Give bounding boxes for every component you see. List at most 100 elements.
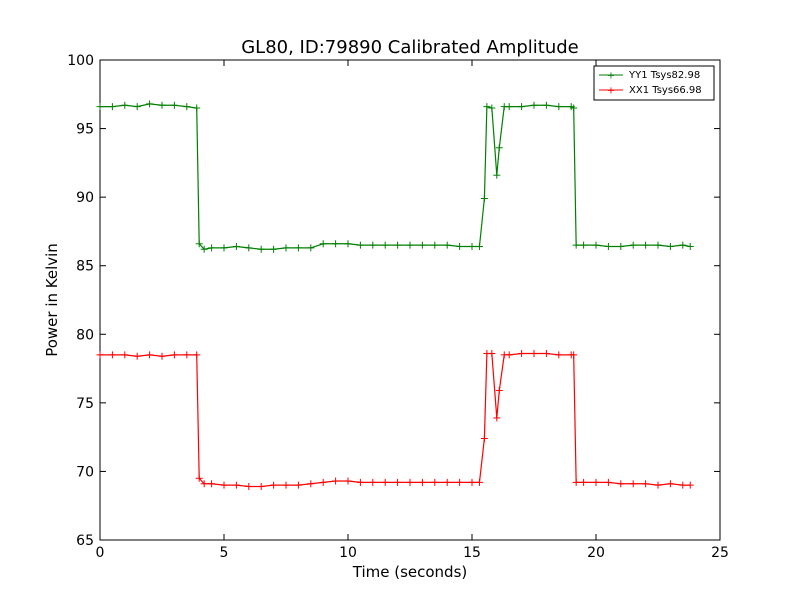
data-point — [332, 240, 340, 248]
data-point — [319, 478, 327, 486]
data-point — [488, 104, 496, 112]
data-point — [530, 349, 538, 357]
data-point — [220, 244, 228, 252]
x-tick-label: 20 — [587, 545, 605, 561]
data-point — [480, 435, 488, 443]
data-point — [108, 351, 116, 359]
data-point — [604, 478, 612, 486]
y-axis-label: Power in Kelvin — [43, 243, 61, 357]
data-point — [146, 100, 154, 108]
data-point — [495, 387, 503, 395]
data-point — [344, 477, 352, 485]
legend-label-yy1: YY1 Tsys82.98 — [628, 70, 700, 81]
data-point — [629, 480, 637, 488]
data-point — [96, 103, 104, 111]
data-point — [170, 351, 178, 359]
data-point — [344, 240, 352, 248]
data-point — [468, 243, 476, 251]
data-point — [381, 478, 389, 486]
data-point — [530, 101, 538, 109]
data-point — [356, 478, 364, 486]
data-point — [270, 245, 278, 253]
y-tick-label: 80 — [76, 327, 94, 343]
data-point — [257, 245, 265, 253]
data-point — [495, 144, 503, 152]
y-tick-label: 65 — [76, 533, 94, 549]
data-point — [200, 480, 208, 488]
series-line-1 — [100, 352, 691, 488]
legend-marker-xx1: + — [607, 86, 615, 97]
legend-marker-yy1: + — [607, 71, 615, 82]
data-point — [394, 478, 402, 486]
data-point — [108, 103, 116, 111]
data-point — [406, 241, 414, 249]
y-tick-label: 100 — [67, 53, 94, 69]
series-line-0 — [100, 103, 691, 250]
series-layer — [96, 100, 694, 491]
chart-title: GL80, ID:79890 Calibrated Amplitude — [241, 37, 579, 58]
x-tick-label: 10 — [339, 545, 357, 561]
data-point — [133, 352, 141, 360]
data-point — [170, 101, 178, 109]
data-point — [617, 480, 625, 488]
data-point — [488, 349, 496, 357]
data-point — [475, 243, 483, 251]
data-point — [195, 474, 203, 482]
data-point — [679, 241, 687, 249]
data-point — [475, 478, 483, 486]
data-point — [96, 351, 104, 359]
data-point — [483, 103, 491, 111]
data-point — [406, 478, 414, 486]
data-point — [570, 104, 578, 112]
data-point — [245, 244, 253, 252]
data-point — [480, 195, 488, 203]
data-point — [381, 241, 389, 249]
ticks-layer: 0 5 10 15 20 25 65 70 75 80 85 90 95 100 — [67, 53, 729, 561]
data-point — [493, 414, 501, 422]
data-point — [642, 241, 650, 249]
legend-label-xx1: XX1 Tsys66.98 — [629, 85, 702, 96]
x-tick-label: 25 — [711, 545, 729, 561]
plot-frame — [99, 59, 721, 541]
data-point — [580, 478, 588, 486]
data-point — [307, 480, 315, 488]
data-point — [294, 481, 302, 489]
data-point — [282, 244, 290, 252]
data-point — [369, 241, 377, 249]
data-point — [158, 101, 166, 109]
data-point — [133, 103, 141, 111]
data-point — [555, 103, 563, 111]
data-point — [232, 481, 240, 489]
data-point — [319, 240, 327, 248]
data-point — [369, 478, 377, 486]
data-point — [195, 240, 203, 248]
data-point — [220, 481, 228, 489]
data-point — [505, 103, 513, 111]
data-point — [505, 351, 513, 359]
data-point — [629, 241, 637, 249]
data-point — [679, 481, 687, 489]
x-tick-label: 0 — [96, 545, 105, 561]
data-point — [686, 481, 694, 489]
x-tick-label: 15 — [463, 545, 481, 561]
data-point — [666, 480, 674, 488]
data-point — [572, 241, 580, 249]
data-point — [518, 103, 526, 111]
data-point — [121, 351, 129, 359]
data-point — [282, 481, 290, 489]
legend: + YY1 Tsys82.98 + XX1 Tsys66.98 — [593, 65, 715, 101]
data-point — [245, 483, 253, 491]
data-point — [431, 478, 439, 486]
data-point — [183, 351, 191, 359]
data-point — [642, 480, 650, 488]
data-point — [555, 351, 563, 359]
data-point — [307, 244, 315, 252]
data-point — [686, 243, 694, 251]
y-tick-label: 75 — [76, 396, 94, 412]
data-point — [570, 351, 578, 359]
x-tick-label: 5 — [220, 545, 229, 561]
data-point — [356, 241, 364, 249]
data-point — [654, 481, 662, 489]
data-point — [121, 101, 129, 109]
